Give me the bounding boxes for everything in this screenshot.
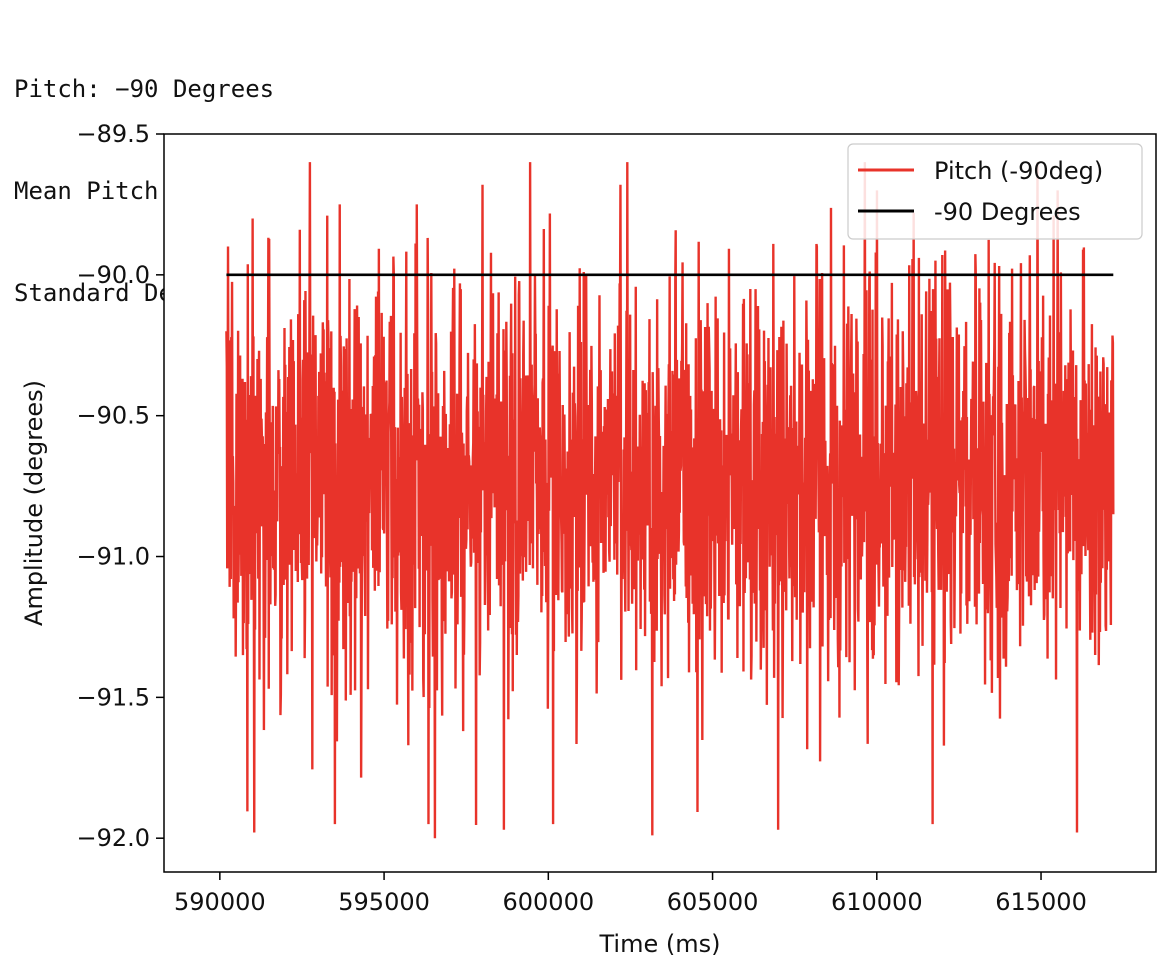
x-tick-label: 605000 [667, 888, 759, 916]
x-axis: 590000 595000 600000 605000 610000 615000 [174, 872, 1087, 916]
legend-label-reference: -90 Degrees [934, 198, 1081, 226]
x-tick-label: 590000 [174, 888, 266, 916]
legend-label-pitch: Pitch (-90deg) [934, 157, 1103, 185]
y-tick-label: −91.5 [76, 683, 150, 711]
y-tick-label: −92.0 [76, 824, 150, 852]
y-tick-label: −90.5 [76, 402, 150, 430]
y-axis-label: Amplitude (degrees) [20, 380, 48, 626]
x-tick-label: 610000 [831, 888, 923, 916]
plot-frame [163, 133, 1157, 873]
y-axis: −89.5 −90.0 −90.5 −91.0 −91.5 −92.0 [76, 120, 164, 852]
series-layer [225, 162, 1115, 839]
plot-area [163, 133, 1157, 873]
y-tick-label: −89.5 [76, 120, 150, 148]
legend-box [847, 143, 1143, 240]
y-tick-label: −91.0 [76, 543, 150, 571]
x-tick-label: 615000 [995, 888, 1087, 916]
x-axis-label: Time (ms) [599, 930, 721, 958]
series-line-pitch [225, 162, 1115, 839]
x-tick-label: 595000 [338, 888, 430, 916]
y-tick-label: −90.0 [76, 261, 150, 289]
output-line-pitch: Pitch: −90 Degrees [14, 75, 275, 103]
legend: Pitch (-90deg) -90 Degrees [847, 143, 1143, 240]
x-tick-label: 600000 [503, 888, 595, 916]
